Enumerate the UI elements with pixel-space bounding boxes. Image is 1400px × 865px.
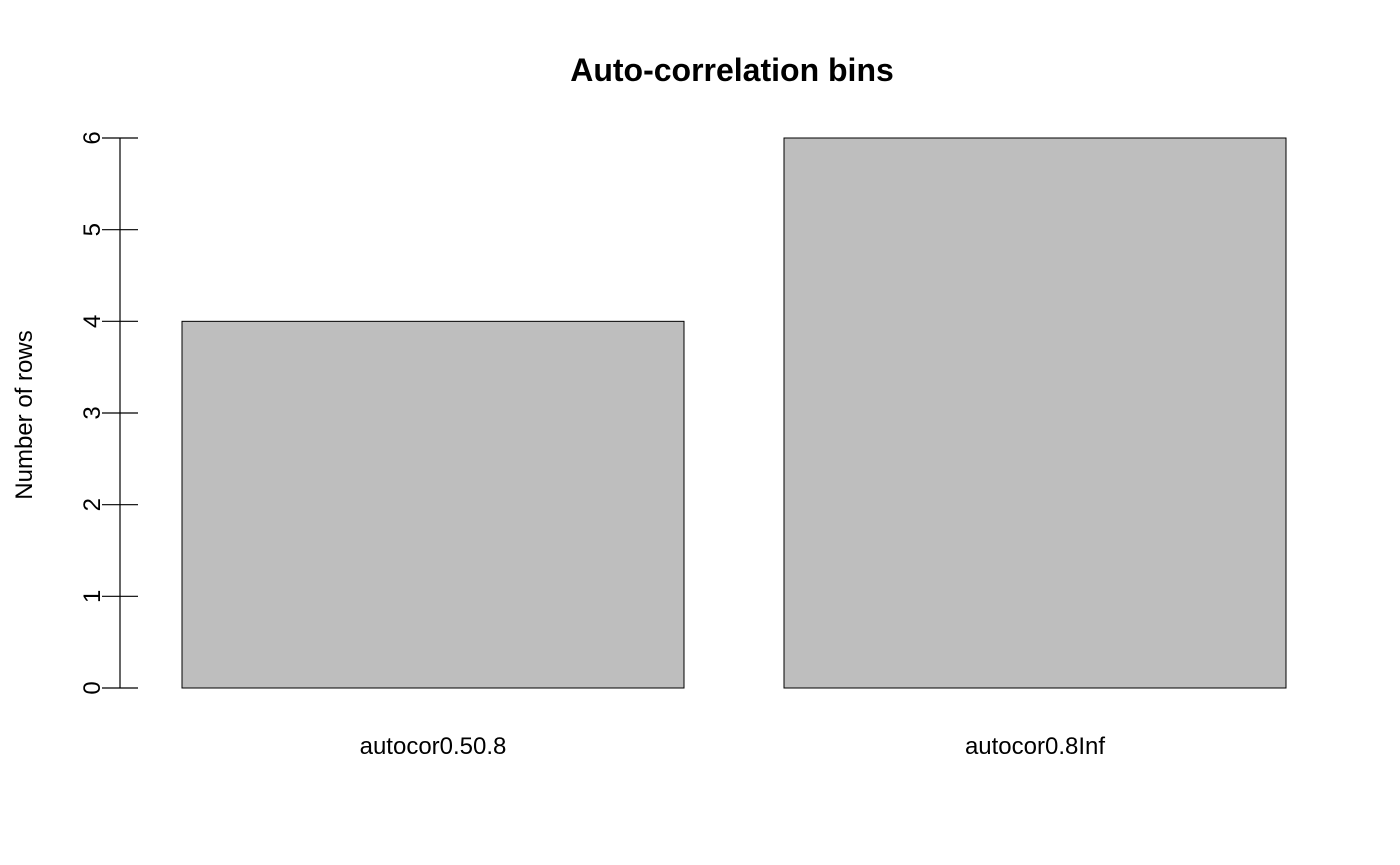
bar (783, 137, 1287, 689)
y-tick-label: 5 (79, 223, 106, 236)
y-tick-label: 1 (79, 590, 106, 603)
bar (181, 320, 685, 689)
y-axis: 0 1 2 3 4 5 6 (79, 131, 138, 695)
x-tick-label: autocor0.50.8 (360, 733, 507, 760)
y-tick-label: 3 (79, 406, 106, 419)
x-tick-label: autocor0.8Inf (965, 733, 1105, 760)
y-axis-label: Number of rows (11, 330, 38, 499)
x-axis-labels: autocor0.50.8 autocor0.8Inf (360, 733, 1106, 760)
y-tick-label: 2 (79, 498, 106, 511)
y-tick-label: 4 (79, 315, 106, 328)
y-tick-label: 0 (79, 681, 106, 694)
bars (181, 137, 1287, 689)
chart-title: Auto-correlation bins (570, 52, 894, 88)
y-tick-label: 6 (79, 131, 106, 144)
